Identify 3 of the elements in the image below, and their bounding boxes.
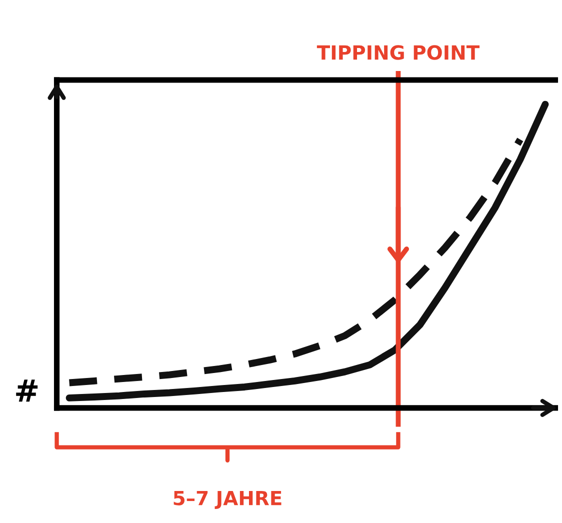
text: 5–7 JAHRE bbox=[174, 490, 282, 510]
y-axis-title: # bbox=[16, 380, 38, 402]
text: TIPPING POINT bbox=[316, 45, 480, 60]
